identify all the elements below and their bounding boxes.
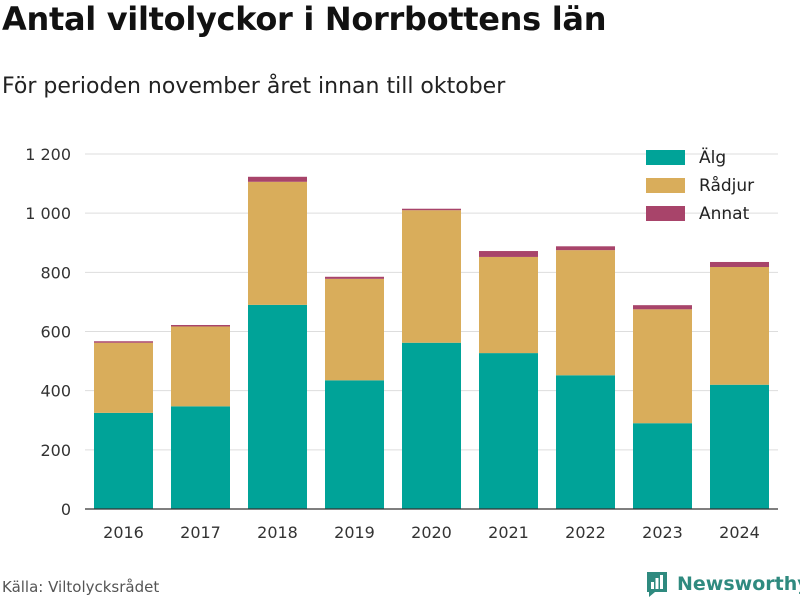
legend-label-0: Älg xyxy=(699,147,726,168)
bar-2023-series-2 xyxy=(633,305,692,310)
bar-2022-series-2 xyxy=(556,246,615,251)
x-tick-label: 2021 xyxy=(488,523,529,542)
bar-2022-series-1 xyxy=(556,250,615,376)
bar-2024-series-1 xyxy=(710,267,769,385)
bar-2023-series-1 xyxy=(633,309,692,424)
bar-2016-series-1 xyxy=(94,342,153,413)
bar-2017-series-2 xyxy=(171,324,230,327)
x-tick-label: 2016 xyxy=(103,523,144,542)
legend-swatch-1 xyxy=(646,178,685,193)
bar-2021-series-1 xyxy=(479,256,538,354)
legend-swatch-0 xyxy=(646,150,685,165)
bar-2016-series-2 xyxy=(94,341,153,343)
x-tick-label: 2023 xyxy=(642,523,683,542)
y-tick-label: 1 000 xyxy=(25,204,71,223)
bar-2021-series-0 xyxy=(479,353,538,509)
chart-subtitle: För perioden november året innan till ok… xyxy=(2,74,506,99)
bar-2023-series-0 xyxy=(633,423,692,509)
bar-2019-series-0 xyxy=(325,380,384,509)
y-tick-label: 800 xyxy=(40,263,71,282)
y-tick-label: 200 xyxy=(40,441,71,460)
bar-2021-series-2 xyxy=(479,251,538,257)
newsworthy-logo-icon xyxy=(647,572,667,597)
y-tick-label: 0 xyxy=(61,500,71,519)
bar-2024-series-0 xyxy=(710,384,769,509)
bar-2019-series-1 xyxy=(325,278,384,381)
x-tick-label: 2022 xyxy=(565,523,606,542)
legend-label-2: Annat xyxy=(699,204,750,224)
bar-2020-series-1 xyxy=(402,210,461,343)
bar-2018-series-1 xyxy=(248,181,307,305)
x-tick-label: 2020 xyxy=(411,523,452,542)
bar-2020-series-2 xyxy=(402,208,461,211)
chart-title: Antal viltolyckor i Norrbottens län xyxy=(2,0,607,38)
y-tick-label: 400 xyxy=(40,382,71,401)
bar-2020-series-0 xyxy=(402,342,461,509)
bar-2017-series-0 xyxy=(171,406,230,509)
bar-2018-series-0 xyxy=(248,304,307,509)
newsworthy-logo: Newsworthy xyxy=(645,570,800,598)
x-tick-label: 2019 xyxy=(334,523,375,542)
newsworthy-logo-text: Newsworthy xyxy=(677,573,800,595)
bar-2017-series-1 xyxy=(171,326,230,407)
x-tick-label: 2018 xyxy=(257,523,298,542)
y-tick-label: 1 200 xyxy=(25,145,71,164)
y-tick-label: 600 xyxy=(40,323,71,342)
bar-2016-series-0 xyxy=(94,412,153,509)
x-tick-label: 2024 xyxy=(719,523,760,542)
source-note: Källa: Viltolycksrådet xyxy=(2,578,160,596)
bar-2024-series-2 xyxy=(710,261,769,268)
x-tick-label: 2017 xyxy=(180,523,221,542)
bar-2022-series-0 xyxy=(556,375,615,509)
legend-swatch-2 xyxy=(646,206,685,221)
bar-2018-series-2 xyxy=(248,176,307,182)
legend-label-1: Rådjur xyxy=(699,175,754,196)
bar-2019-series-2 xyxy=(325,276,384,279)
